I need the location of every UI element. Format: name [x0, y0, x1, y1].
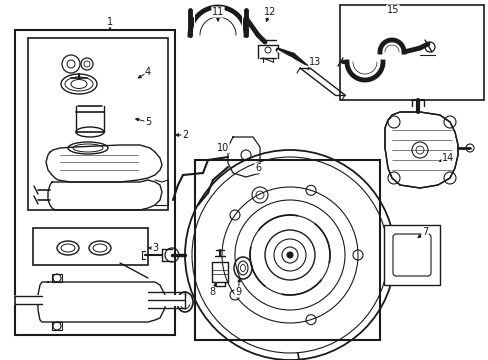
- Bar: [195, 160, 379, 340]
- Bar: [383, 225, 439, 285]
- Text: 8: 8: [208, 287, 215, 297]
- Polygon shape: [384, 112, 457, 188]
- Text: 11: 11: [211, 7, 224, 17]
- Text: 2: 2: [182, 130, 188, 140]
- Bar: [28, 38, 168, 210]
- Text: 14: 14: [441, 153, 453, 163]
- Text: 3: 3: [152, 243, 158, 253]
- Text: 9: 9: [234, 287, 241, 297]
- Text: 5: 5: [144, 117, 151, 127]
- Text: 1: 1: [107, 17, 113, 27]
- Text: 6: 6: [254, 163, 261, 173]
- Text: 12: 12: [263, 7, 276, 17]
- Text: 13: 13: [308, 57, 321, 67]
- Text: 15: 15: [386, 5, 398, 15]
- Bar: [33, 228, 148, 265]
- Text: 4: 4: [144, 67, 151, 77]
- Bar: [15, 30, 175, 335]
- Bar: [339, 5, 483, 100]
- Text: 10: 10: [217, 143, 229, 153]
- Text: 7: 7: [421, 227, 427, 237]
- Circle shape: [286, 252, 292, 258]
